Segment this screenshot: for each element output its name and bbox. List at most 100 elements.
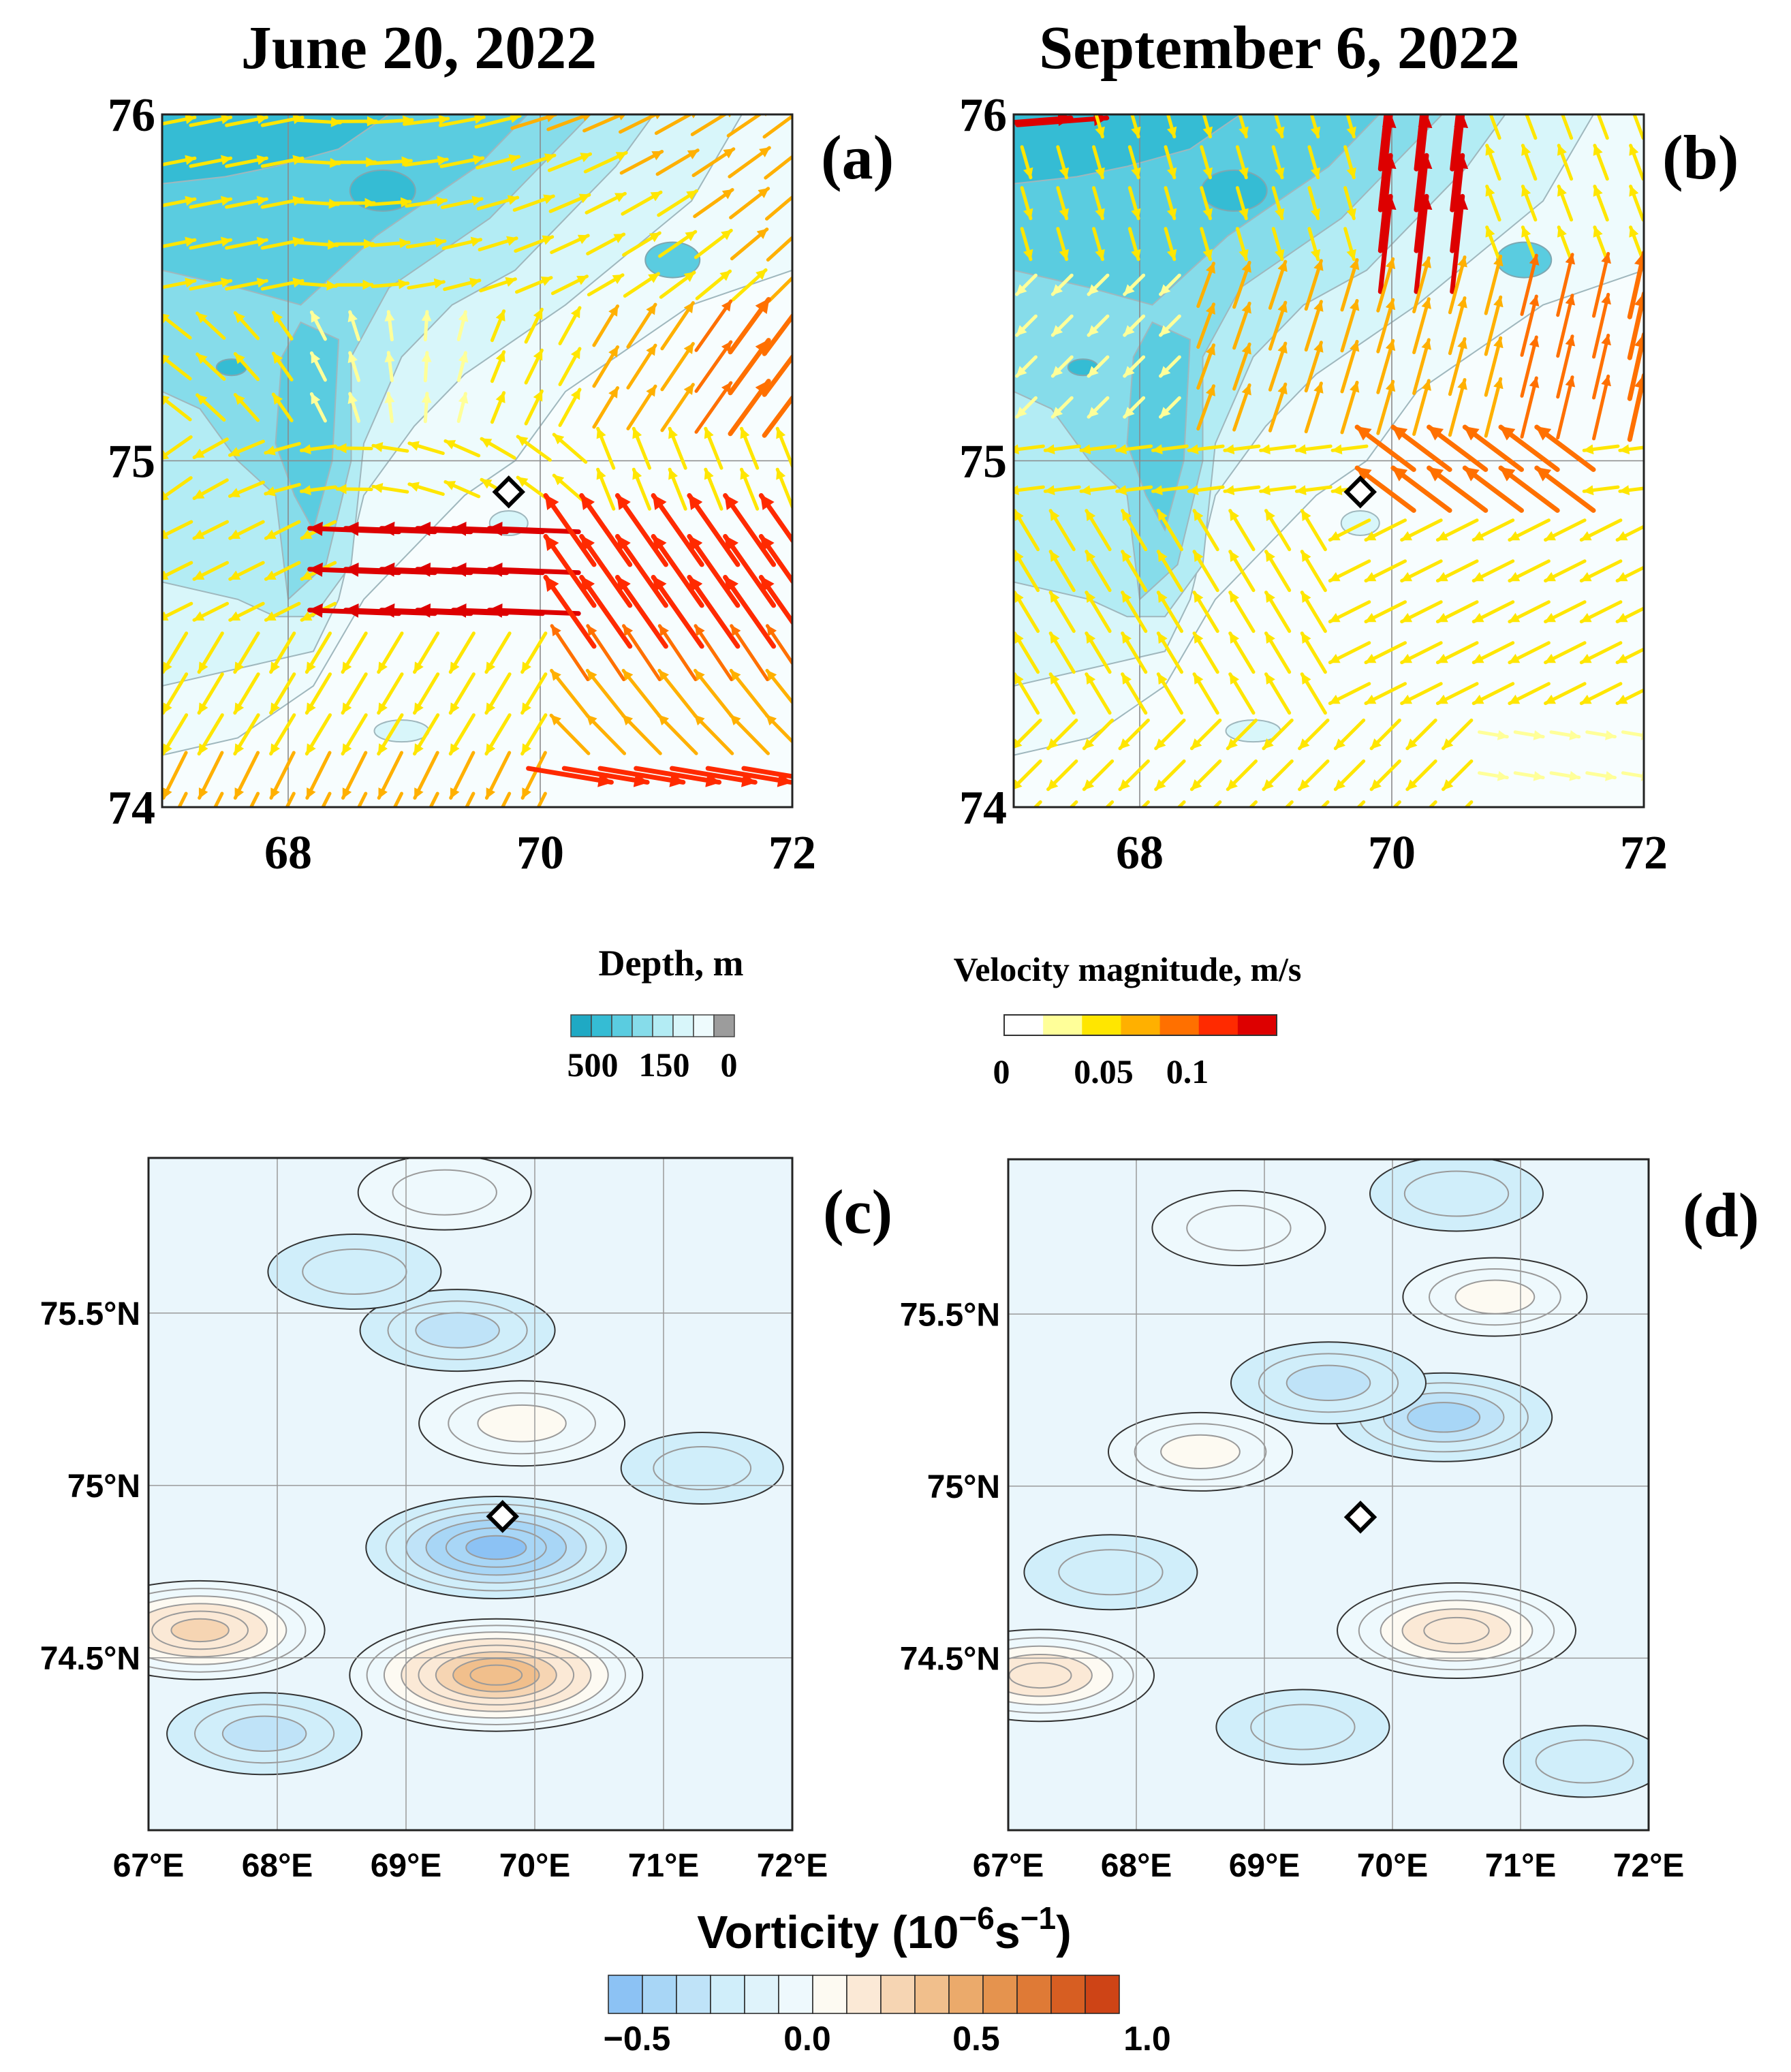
velocity-arrow: [233, 751, 260, 800]
x-tick-label: 70°E: [1357, 1848, 1429, 1884]
velocity-arrow: [1448, 337, 1467, 396]
velocity-arrow: [1340, 299, 1360, 353]
velocity-arrow: [371, 441, 409, 453]
velocity-arrow: [1544, 682, 1587, 706]
velocity-arrow: [1079, 444, 1117, 455]
velocity-arrow: [596, 426, 616, 470]
velocity-arrow: [1478, 770, 1509, 781]
velocity-arrow: [1309, 114, 1321, 139]
velocity-arrow: [1121, 672, 1148, 715]
velocity-arrow: [1390, 465, 1452, 513]
vorticity-legend-colorbar: [608, 1975, 1120, 2014]
velocity-arrow: [729, 187, 770, 219]
velocity-legend-label-005: 0.05: [1074, 1052, 1134, 1090]
velocity-arrow: [543, 493, 597, 567]
velocity-arrow: [1046, 719, 1078, 751]
velocity-arrow: [1435, 641, 1479, 665]
velocity-arrow: [228, 520, 265, 540]
velocity-arrow: [1228, 591, 1256, 633]
depth-legend-swatch: [611, 1014, 633, 1037]
velocity-arrow: [347, 351, 360, 382]
velocity-arrow: [651, 493, 704, 567]
velocity-arrow: [693, 188, 734, 219]
vorticity-title-unit: s: [995, 1906, 1021, 1958]
velocity-arrow: [1412, 297, 1431, 354]
depth-legend-swatch: [570, 1014, 592, 1037]
velocity-arrow: [762, 312, 792, 356]
velocity-arrow: [550, 624, 590, 682]
velocity-arrow: [527, 806, 531, 807]
velocity-arrow: [162, 672, 189, 715]
velocity-arrow: [621, 713, 662, 755]
velocity-arrow: [723, 575, 777, 649]
velocity-arrow: [1629, 185, 1644, 222]
velocity-arrow: [1328, 518, 1371, 542]
velocity-arrow: [196, 311, 226, 340]
velocity-arrow: [1390, 424, 1452, 472]
velocity-arrow: [520, 751, 547, 800]
velocity-legend-label-0: 0: [993, 1052, 1010, 1090]
velocity-arrow: [162, 476, 193, 501]
velocity-arrow: [694, 340, 733, 393]
velocity-arrow: [1478, 729, 1509, 740]
velocity-arrow: [162, 713, 189, 756]
velocity-arrow: [1333, 759, 1366, 791]
velocity-arrow: [1304, 300, 1324, 352]
velocity-arrow: [1127, 186, 1141, 221]
vorticity-contour: [170, 1618, 230, 1643]
velocity-arrow: [370, 238, 411, 249]
velocity-arrow: [1364, 518, 1407, 542]
x-tick-label: 69°E: [1229, 1848, 1301, 1884]
velocity-arrow: [162, 155, 197, 167]
velocity-arrow: [536, 791, 547, 807]
vorticity-legend-swatch: [744, 1975, 779, 2014]
velocity-arrow: [1364, 641, 1407, 665]
velocity-arrow: [1014, 759, 1042, 791]
velocity-arrow: [1400, 559, 1443, 583]
velocity-arrow: [1050, 355, 1074, 378]
depth-legend: Depth, m 500 150 0: [567, 943, 744, 1084]
y-tick-label: 75: [108, 436, 155, 488]
velocity-arrow: [474, 114, 522, 129]
velocity-arrow: [1123, 273, 1146, 296]
velocity-arrow: [767, 268, 792, 303]
velocity-arrow: [1448, 296, 1467, 356]
velocity-arrow: [213, 791, 224, 807]
velocity-arrow: [465, 791, 476, 807]
velocity-arrow: [1079, 485, 1117, 496]
velocity-arrow: [384, 351, 395, 383]
velocity-arrow: [1343, 227, 1356, 262]
velocity-arrow: [1544, 518, 1587, 542]
vorticity-legend-swatch: [1085, 1975, 1120, 2014]
panel-c-frame: [147, 1157, 794, 1832]
velocity-arrow: [264, 483, 301, 497]
velocity-arrow: [1262, 719, 1294, 751]
velocity-arrow: [1551, 814, 1579, 819]
vorticity-legend-title: Vorticity (10−6s−1): [697, 1900, 1072, 1958]
velocity-arrow: [728, 297, 771, 355]
velocity-arrow: [1294, 444, 1333, 455]
velocity-arrow: [1226, 759, 1258, 791]
velocity-arrow: [1123, 314, 1146, 337]
velocity-arrow: [1050, 314, 1074, 337]
velocity-arrow: [367, 156, 413, 167]
velocity-arrow: [162, 114, 197, 126]
vorticity-legend-swatch: [880, 1975, 916, 2014]
velocity-arrow: [758, 493, 792, 544]
velocity-arrow: [1435, 518, 1479, 542]
velocity-arrow: [1345, 114, 1356, 139]
velocity-arrow: [775, 467, 792, 511]
velocity-arrow: [1200, 186, 1213, 221]
velocity-arrow: [516, 435, 552, 462]
y-tick-label: 74: [959, 782, 1007, 834]
velocity-arrow: [524, 348, 544, 385]
velocity-arrow: [196, 393, 226, 422]
velocity-arrow: [341, 672, 368, 715]
velocity-arrow: [1268, 382, 1288, 433]
velocity-arrow: [687, 534, 741, 608]
panel-c-grid: [149, 1158, 792, 1830]
velocity-arrow: [1587, 814, 1615, 819]
velocity-arrow: [1484, 377, 1504, 438]
velocity-arrow: [1627, 250, 1644, 319]
panel-b-tag: (b): [1662, 123, 1739, 192]
